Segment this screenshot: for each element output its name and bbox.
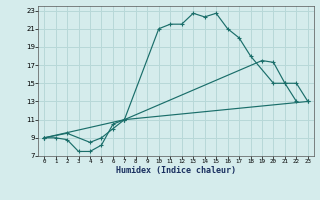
X-axis label: Humidex (Indice chaleur): Humidex (Indice chaleur) [116, 166, 236, 175]
